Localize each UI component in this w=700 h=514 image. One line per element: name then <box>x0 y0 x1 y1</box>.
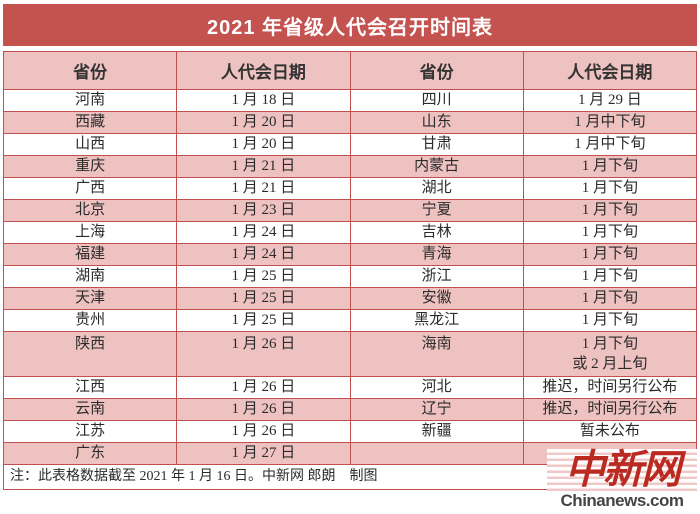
table-row: 广西 1 月 21 日 湖北 1 月下旬 <box>2 177 698 200</box>
province-cell: 云南 <box>2 398 178 421</box>
date-cell: 1 月 24 日 <box>176 243 351 266</box>
date-cell: 推迟，时间另行公布 <box>522 376 698 399</box>
province-cell: 海南 <box>349 331 524 377</box>
date-cell: 1 月 20 日 <box>176 111 351 134</box>
province-cell: 新疆 <box>349 420 524 443</box>
date-cell: 1 月下旬 <box>522 177 698 200</box>
province-cell: 湖南 <box>2 265 178 288</box>
schedule-table: 省份 人代会日期 省份 人代会日期 河南 1 月 18 日 四川 1 月 29 … <box>2 51 698 491</box>
chinanews-logo-cn-text: 中新网 <box>547 449 697 491</box>
province-cell: 安徽 <box>349 287 524 310</box>
province-cell: 重庆 <box>2 155 178 178</box>
chinanews-logo: 中新网 Chinanews.com <box>547 449 697 511</box>
province-cell: 江西 <box>2 376 178 399</box>
table-row: 天津 1 月 25 日 安徽 1 月下旬 <box>2 287 698 310</box>
header-row: 省份 人代会日期 省份 人代会日期 <box>2 51 698 90</box>
province-cell: 浙江 <box>349 265 524 288</box>
date-cell: 1 月下旬 <box>522 155 698 178</box>
province-cell: 黑龙江 <box>349 309 524 332</box>
province-cell: 吉林 <box>349 221 524 244</box>
date-cell: 1 月中下旬 <box>522 133 698 156</box>
date-cell: 1 月 26 日 <box>176 398 351 421</box>
page-title: 2021 年省级人代会召开时间表 <box>3 4 697 46</box>
column-header-province-right: 省份 <box>349 51 524 90</box>
date-cell: 1 月 26 日 <box>176 331 351 377</box>
date-cell: 1 月下旬 <box>522 199 698 222</box>
table-row: 北京 1 月 23 日 宁夏 1 月下旬 <box>2 199 698 222</box>
date-cell: 1 月 25 日 <box>176 287 351 310</box>
province-cell: 上海 <box>2 221 178 244</box>
province-cell: 陕西 <box>2 331 178 377</box>
date-cell: 1 月 25 日 <box>176 309 351 332</box>
province-cell: 天津 <box>2 287 178 310</box>
province-cell: 江苏 <box>2 420 178 443</box>
table-row: 山西 1 月 20 日 甘肃 1 月中下旬 <box>2 133 698 156</box>
table-row: 江苏 1 月 26 日 新疆 暂未公布 <box>2 420 698 443</box>
province-cell: 西藏 <box>2 111 178 134</box>
province-cell: 贵州 <box>2 309 178 332</box>
date-cell: 推迟，时间另行公布 <box>522 398 698 421</box>
province-cell: 宁夏 <box>349 199 524 222</box>
date-cell: 1 月 18 日 <box>176 89 351 112</box>
table-body: 河南 1 月 18 日 四川 1 月 29 日 西藏 1 月 20 日 山东 1… <box>2 89 698 465</box>
date-cell: 1 月中下旬 <box>522 111 698 134</box>
date-cell: 1 月 24 日 <box>176 221 351 244</box>
province-cell: 山东 <box>349 111 524 134</box>
column-header-province-left: 省份 <box>2 51 178 90</box>
province-cell: 辽宁 <box>349 398 524 421</box>
column-header-date-right: 人代会日期 <box>522 51 698 90</box>
province-cell: 北京 <box>2 199 178 222</box>
province-cell: 广西 <box>2 177 178 200</box>
date-cell: 1 月下旬 <box>522 287 698 310</box>
date-cell: 1 月 23 日 <box>176 199 351 222</box>
date-cell: 1 月 26 日 <box>176 376 351 399</box>
date-cell: 1 月 29 日 <box>522 89 698 112</box>
date-cell: 1 月 21 日 <box>176 155 351 178</box>
date-cell: 1 月 26 日 <box>176 420 351 443</box>
table-row: 江西 1 月 26 日 河北 推迟，时间另行公布 <box>2 376 698 399</box>
date-cell: 1 月下旬 <box>522 221 698 244</box>
date-cell: 1 月下旬 <box>522 265 698 288</box>
province-cell: 河北 <box>349 376 524 399</box>
province-cell: 内蒙古 <box>349 155 524 178</box>
province-cell: 福建 <box>2 243 178 266</box>
table-row: 上海 1 月 24 日 吉林 1 月下旬 <box>2 221 698 244</box>
table-row: 陕西 1 月 26 日 海南 1 月下旬 或 2 月上旬 <box>2 331 698 377</box>
date-cell: 暂未公布 <box>522 420 698 443</box>
province-cell <box>349 442 524 465</box>
date-cell: 1 月下旬 <box>522 243 698 266</box>
table-row: 福建 1 月 24 日 青海 1 月下旬 <box>2 243 698 266</box>
province-cell: 河南 <box>2 89 178 112</box>
date-cell: 1 月 21 日 <box>176 177 351 200</box>
table-row: 西藏 1 月 20 日 山东 1 月中下旬 <box>2 111 698 134</box>
province-cell: 青海 <box>349 243 524 266</box>
table-row: 云南 1 月 26 日 辽宁 推迟，时间另行公布 <box>2 398 698 421</box>
date-cell: 1 月 20 日 <box>176 133 351 156</box>
province-cell: 广东 <box>2 442 178 465</box>
date-cell: 1 月 27 日 <box>176 442 351 465</box>
date-cell: 1 月下旬 <box>522 309 698 332</box>
column-header-date-left: 人代会日期 <box>176 51 351 90</box>
province-cell: 四川 <box>349 89 524 112</box>
date-cell: 1 月 25 日 <box>176 265 351 288</box>
table-row: 广东 1 月 27 日 <box>2 442 698 465</box>
province-cell: 甘肃 <box>349 133 524 156</box>
province-cell: 湖北 <box>349 177 524 200</box>
province-cell: 山西 <box>2 133 178 156</box>
table-row: 重庆 1 月 21 日 内蒙古 1 月下旬 <box>2 155 698 178</box>
table-row: 湖南 1 月 25 日 浙江 1 月下旬 <box>2 265 698 288</box>
chinanews-logo-en-text: Chinanews.com <box>547 491 697 511</box>
table-row: 贵州 1 月 25 日 黑龙江 1 月下旬 <box>2 309 698 332</box>
table-row: 河南 1 月 18 日 四川 1 月 29 日 <box>2 89 698 112</box>
date-cell: 1 月下旬 或 2 月上旬 <box>522 331 698 377</box>
